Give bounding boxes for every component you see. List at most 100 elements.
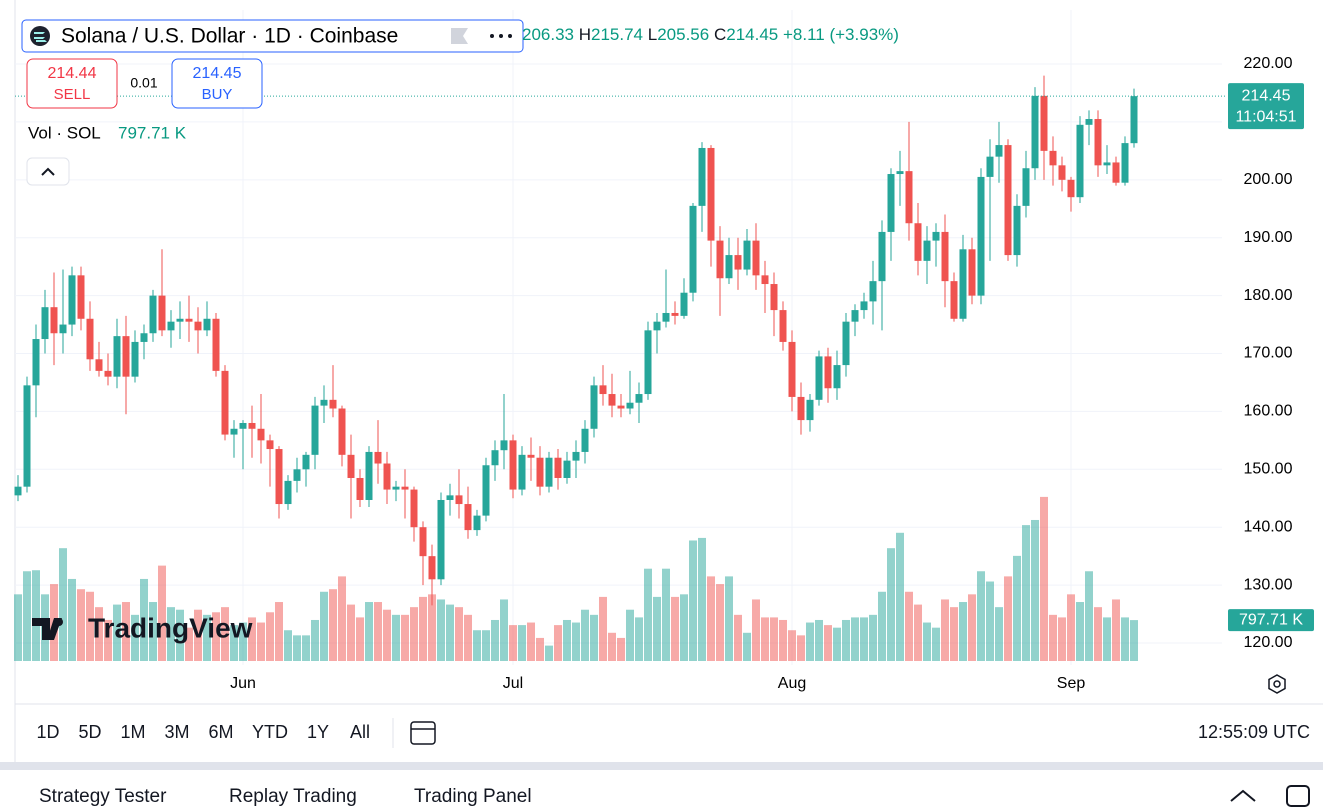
panel-tab[interactable]: Strategy Tester	[39, 786, 167, 807]
volume-bar	[959, 602, 967, 661]
volume-bar	[320, 591, 328, 661]
panel-tab[interactable]: Replay Trading	[229, 786, 357, 807]
symbol-icon-mark	[34, 32, 47, 42]
candle-body	[689, 205, 697, 293]
symbol-box[interactable]	[21, 19, 524, 53]
candle-body	[338, 408, 346, 455]
candle-body	[284, 480, 292, 505]
symbol-title: Solana / U.S. Dollar · 1D · Coinbase	[61, 25, 398, 48]
candle-body	[986, 156, 994, 177]
y-tick-label: 200.00	[1244, 171, 1293, 188]
buy-button[interactable]	[171, 58, 263, 109]
volume-bar	[59, 548, 67, 661]
candle-body	[743, 240, 751, 270]
candle-body	[941, 231, 949, 282]
volume-bar	[1013, 555, 1021, 661]
volume-bar	[662, 568, 670, 661]
candle-body	[158, 295, 166, 331]
range-button[interactable]: 5D	[78, 722, 102, 742]
volume-bar	[167, 607, 175, 661]
volume-bar	[329, 589, 337, 661]
volume-bar	[581, 609, 589, 661]
sell-price: 214.44	[48, 65, 97, 82]
volume-bar	[23, 571, 31, 661]
volume-bar	[311, 619, 319, 661]
volume-bar	[338, 576, 346, 661]
candle-body	[140, 333, 148, 342]
candle-body	[113, 336, 121, 377]
volume-bar	[608, 632, 616, 661]
candle-body	[527, 454, 535, 458]
volume-bar	[851, 617, 859, 661]
volume-bar	[104, 619, 112, 661]
sell-button[interactable]	[26, 58, 118, 109]
candle-body	[896, 171, 904, 175]
volume-bar	[887, 548, 895, 661]
settings-icon[interactable]	[1268, 674, 1286, 694]
panel-tab[interactable]: Trading Panel	[414, 786, 532, 807]
volume-bar	[797, 635, 805, 661]
buy-label: BUY	[202, 86, 233, 103]
panel-expand-icon[interactable]	[1230, 789, 1256, 802]
candle-body	[599, 385, 607, 395]
candle-body	[86, 318, 94, 360]
candle-body	[833, 365, 841, 389]
low-value: 205.56	[657, 25, 710, 44]
candle-body	[1067, 179, 1075, 198]
range-button[interactable]: 1D	[36, 722, 60, 742]
candle-body	[329, 399, 337, 409]
volume-bar	[1058, 617, 1066, 661]
volume-bar	[1130, 620, 1138, 661]
calendar-icon[interactable]	[410, 721, 436, 745]
candle-body	[221, 370, 229, 435]
volume-bar	[356, 617, 364, 661]
candle-body	[212, 318, 220, 371]
volume-bar	[230, 625, 238, 661]
y-tick-label: 150.00	[1244, 461, 1293, 478]
volume-bar	[698, 537, 706, 661]
volume-bar	[176, 609, 184, 661]
candle-body	[392, 486, 400, 490]
candle-body	[905, 171, 913, 224]
candle-body	[770, 284, 778, 311]
collapse-button[interactable]	[26, 157, 70, 186]
range-button[interactable]: 1M	[120, 722, 146, 742]
panel-maximize-icon[interactable]	[1286, 785, 1310, 807]
volume-bar	[77, 589, 85, 661]
volume-bar	[689, 540, 697, 661]
candle-body	[320, 399, 328, 406]
candle-body	[455, 495, 463, 505]
candle-body	[32, 339, 40, 386]
candle-body	[1022, 168, 1030, 206]
range-button[interactable]: 3M	[164, 722, 190, 742]
candle-body	[185, 318, 193, 322]
volume-bar	[923, 622, 931, 661]
candle-body	[482, 465, 490, 516]
candle-body	[95, 359, 103, 371]
candle-body	[59, 324, 67, 334]
y-tick-label: 160.00	[1244, 403, 1293, 420]
candle-body	[635, 394, 643, 403]
flag-icon[interactable]	[451, 28, 468, 44]
range-button[interactable]: 1Y	[306, 722, 330, 742]
candle-body	[914, 223, 922, 261]
volume-bar	[491, 619, 499, 661]
volume-bar	[815, 619, 823, 661]
range-button[interactable]: All	[349, 722, 371, 742]
candle-body	[779, 310, 787, 342]
clock: 12:55:09 UTC	[1197, 722, 1310, 742]
candle-body	[842, 321, 850, 366]
range-button[interactable]: YTD	[252, 722, 288, 742]
volume-bar	[464, 614, 472, 661]
candle-body	[1094, 119, 1102, 166]
settings-icon-core	[1273, 680, 1281, 688]
candle-body	[401, 486, 409, 490]
volume-bar	[1067, 594, 1075, 661]
volume-bar	[707, 576, 715, 661]
more-dot	[508, 34, 512, 38]
candle-body	[626, 402, 634, 409]
candle-body	[815, 356, 823, 400]
volume-bar	[302, 635, 310, 661]
range-button[interactable]: 6M	[208, 722, 234, 742]
